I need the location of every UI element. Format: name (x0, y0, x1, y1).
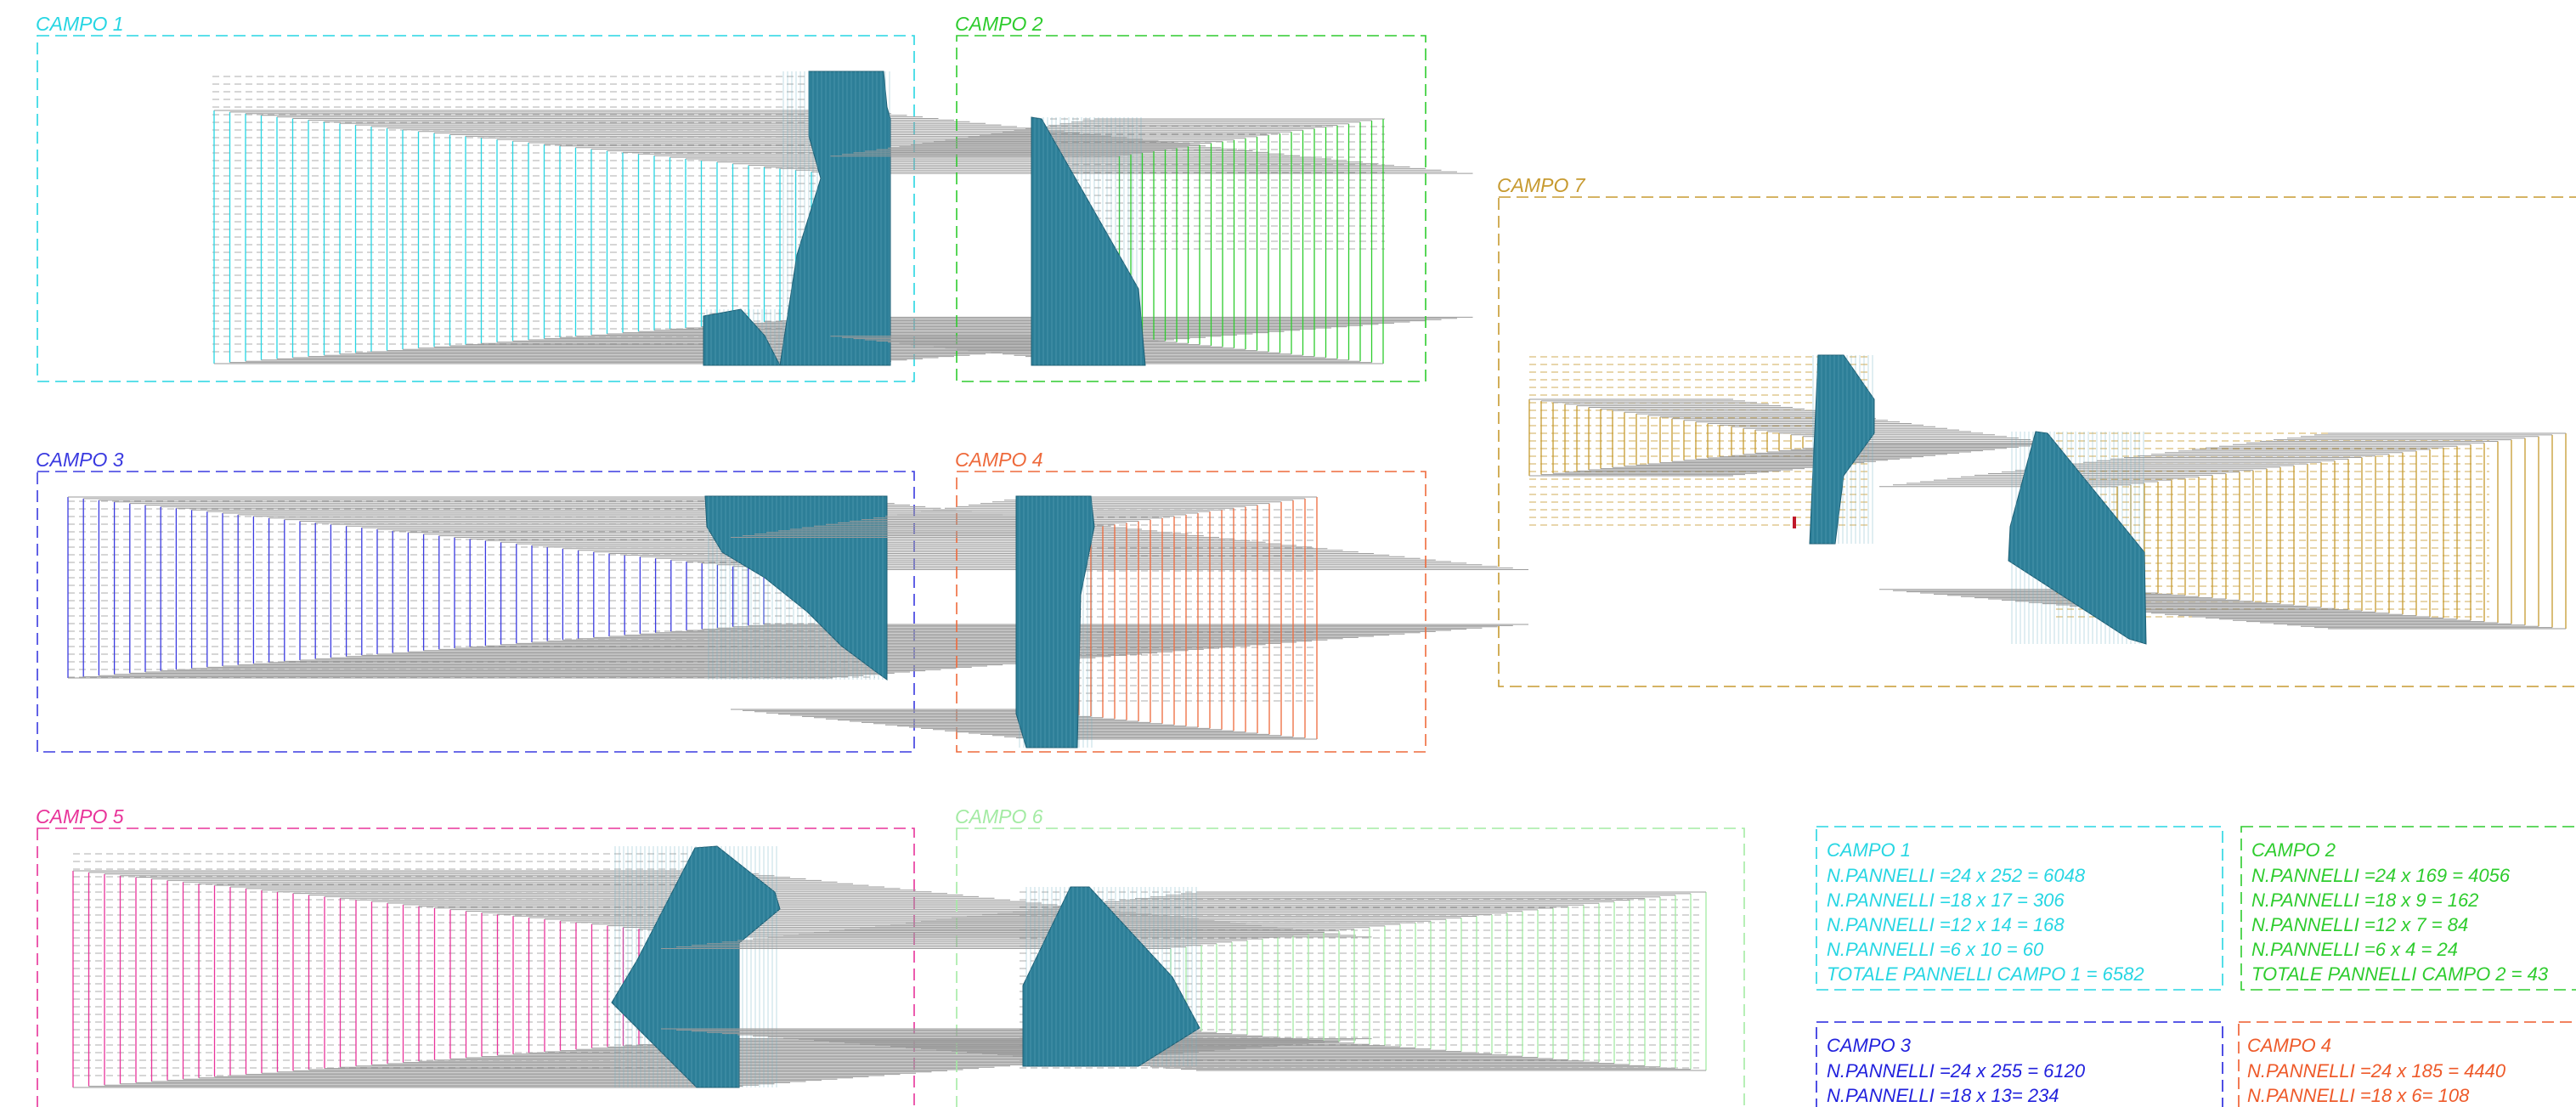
array-layout (67, 495, 1528, 681)
field-campo-7: CAMPO 7 (1497, 174, 2576, 687)
field-boundary (956, 827, 1745, 1107)
field-campo-1: CAMPO 1 (36, 13, 1473, 382)
legend-box (1816, 826, 2223, 991)
field-label: CAMPO 5 (36, 805, 124, 827)
field-label: CAMPO 7 (1497, 174, 1586, 196)
legend-campo-2: CAMPO 2 N.PANNELLI =24 x 169 = 4056 N.PA… (2240, 826, 2576, 991)
legend-line: N.PANNELLI =6 x 10 = 60 (1827, 939, 2044, 960)
array-layout (72, 845, 1372, 1088)
legend-campo-3: CAMPO 3 N.PANNELLI =24 x 255 = 6120 N.PA… (1816, 1021, 2223, 1107)
legend-line: N.PANNELLI =24 x 255 = 6120 (1827, 1060, 2086, 1082)
legend-box (2240, 826, 2576, 991)
field-boundary (956, 471, 1426, 753)
legend-line: N.PANNELLI =24 x 252 = 6048 (1827, 865, 2086, 886)
legend-title: CAMPO 3 (1827, 1035, 1912, 1056)
field-campo-4: CAMPO 4 (731, 449, 1426, 753)
legend-campo-4: CAMPO 4 N.PANNELLI =24 x 185 = 4440 N.PA… (2238, 1021, 2576, 1107)
field-campo-3: CAMPO 3 (36, 449, 1528, 753)
legend-total: TOTALE PANNELLI CAMPO 1 = 6582 (1827, 963, 2144, 985)
legend-title: CAMPO 1 (1827, 839, 1911, 861)
array-layout (830, 116, 1385, 366)
field-boundary (956, 35, 1426, 382)
legend-line: N.PANNELLI =18 x 13= 234 (1827, 1085, 2059, 1106)
panel-block (703, 308, 781, 366)
legend-box (1816, 1021, 2223, 1107)
legend-line: N.PANNELLI =18 x 17 = 306 (1827, 890, 2065, 911)
array-layout (731, 495, 1318, 748)
legend-campo-1: CAMPO 1 N.PANNELLI =24 x 252 = 6048 N.PA… (1816, 826, 2223, 991)
field-label: CAMPO 3 (36, 449, 124, 471)
field-campo-2: CAMPO 2 (830, 13, 1426, 382)
array-layout (661, 886, 1707, 1071)
array-layout (1528, 354, 2567, 645)
field-label: CAMPO 1 (36, 13, 124, 35)
field-label: CAMPO 2 (955, 13, 1043, 35)
field-label: CAMPO 4 (955, 449, 1043, 471)
field-campo-6: CAMPO 6 (661, 805, 1745, 1107)
panel-block (704, 495, 888, 681)
legend-line: N.PANNELLI =12 x 14 = 168 (1827, 914, 2065, 935)
marker (1793, 517, 1796, 528)
panel-block (2008, 431, 2147, 645)
field-boundary (37, 35, 915, 382)
legend-line: N.PANNELLI =6 x 4 = 24 (2251, 939, 2458, 960)
field-label: CAMPO 6 (955, 805, 1043, 827)
field-boundary (37, 827, 915, 1107)
legend-line: N.PANNELLI =24 x 185 = 4440 (2247, 1060, 2506, 1082)
legend-line: N.PANNELLI =18 x 9 = 162 (2251, 890, 2478, 911)
legend-title: CAMPO 2 (2251, 839, 2336, 861)
panel-block (1031, 116, 1146, 366)
legend-line: N.PANNELLI =12 x 7 = 84 (2251, 914, 2468, 935)
legend-title: CAMPO 4 (2247, 1035, 2331, 1056)
field-boundary (1498, 196, 2576, 687)
legend-line: N.PANNELLI =24 x 169 = 4056 (2251, 865, 2511, 886)
field-campo-5: CAMPO 5 (36, 805, 1372, 1107)
legend-total: TOTALE PANNELLI CAMPO 2 = 43 (2251, 963, 2549, 985)
array-layout (212, 71, 1473, 366)
field-boundary (37, 471, 915, 753)
legend-line: N.PANNELLI =18 x 6= 108 (2247, 1085, 2470, 1106)
